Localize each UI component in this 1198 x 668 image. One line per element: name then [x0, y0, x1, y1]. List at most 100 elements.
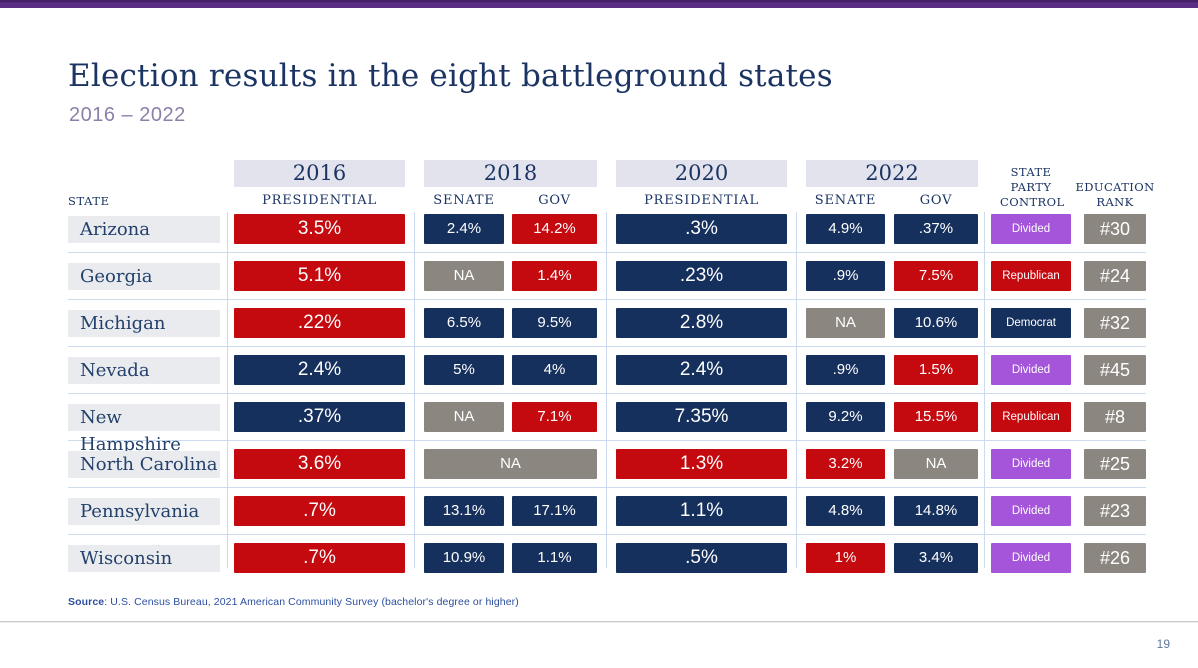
party-control-cell: Republican [991, 261, 1071, 291]
result-cell-2022-gov: .37% [894, 214, 978, 244]
state-label: Arizona [68, 215, 220, 243]
year-band-2020: 2020 [616, 160, 787, 187]
education-rank-cell: #23 [1084, 496, 1146, 526]
result-cell-2018-gov: 9.5% [512, 308, 597, 338]
column-header-education-rank: EDUCATION RANK [1075, 180, 1155, 210]
state-column-header: STATE [68, 193, 110, 208]
grid-line-vertical [796, 212, 797, 568]
table-row: North Carolina 3.6% NA 1.3% 3.2% NA Divided #25 [68, 441, 1146, 488]
result-cell-2018-senate: NA [424, 402, 504, 432]
footer-divider [0, 621, 1198, 623]
grid-line-vertical [984, 212, 985, 568]
result-cell-2018-gov: 4% [512, 355, 597, 385]
result-cell-2016-presidential: 3.5% [234, 214, 405, 244]
accent-top-bar [0, 0, 1198, 8]
column-header-state-party-control: STATE PARTY CONTROL [1000, 165, 1065, 210]
party-control-cell: Divided [991, 496, 1071, 526]
result-cell-2016-presidential: 2.4% [234, 355, 405, 385]
column-header-2022-senate: SENATE [814, 193, 877, 208]
result-cell-2022-gov: NA [894, 449, 978, 479]
state-label: Nevada [68, 356, 220, 384]
grid-line-vertical [227, 212, 228, 568]
table-row: Wisconsin .7% 10.9% 1.1% .5% 1% 3.4% Divided #26 [68, 535, 1146, 581]
state-label: New Hampshire [68, 403, 220, 455]
source-note: Source: U.S. Census Bureau, 2021 America… [68, 596, 519, 608]
result-cell-2020-presidential: 1.3% [616, 449, 787, 479]
education-rank-cell: #32 [1084, 308, 1146, 338]
education-rank-cell: #25 [1084, 449, 1146, 479]
year-band-2018: 2018 [424, 160, 597, 187]
education-rank-cell: #8 [1084, 402, 1146, 432]
result-cell-2018-gov: 17.1% [512, 496, 597, 526]
column-header-2018-gov: GOV [538, 193, 571, 208]
grid-line-vertical [414, 212, 415, 568]
state-label: Michigan [68, 309, 220, 337]
party-control-cell: Divided [991, 543, 1071, 573]
result-cell-2022-gov: 10.6% [894, 308, 978, 338]
result-cell-2022-senate: 1% [806, 543, 885, 573]
result-cell-2020-presidential: 1.1% [616, 496, 787, 526]
page-title: Election results in the eight battlegrou… [68, 58, 833, 94]
result-cell-2018-senate: 10.9% [424, 543, 504, 573]
party-control-cell: Divided [991, 449, 1071, 479]
result-cell-2018-gov: 1.4% [512, 261, 597, 291]
result-cell-2016-presidential: 3.6% [234, 449, 405, 479]
party-control-cell: Democrat [991, 308, 1071, 338]
state-label: Georgia [68, 262, 220, 290]
column-header-2020-presidential: PRESIDENTIAL [644, 193, 759, 208]
result-cell-2018-senate: 6.5% [424, 308, 504, 338]
result-cell-2018-gov: 14.2% [512, 214, 597, 244]
result-cell-2020-presidential: .23% [616, 261, 787, 291]
result-cell-2022-senate: .9% [806, 261, 885, 291]
year-band-2016: 2016 [234, 160, 405, 187]
result-cell-2022-gov: 14.8% [894, 496, 978, 526]
table-row: Pennsylvania .7% 13.1% 17.1% 1.1% 4.8% 14.8% Di… [68, 488, 1146, 535]
result-cell-2022-gov: 15.5% [894, 402, 978, 432]
result-cell-2018-gov: 7.1% [512, 402, 597, 432]
result-cell-2022-gov: 1.5% [894, 355, 978, 385]
education-rank-cell: #30 [1084, 214, 1146, 244]
result-cell-2016-presidential: .37% [234, 402, 405, 432]
result-cell-2016-presidential: .7% [234, 543, 405, 573]
result-cell-2018-gov: 1.1% [512, 543, 597, 573]
table-row: Georgia 5.1% NA 1.4% .23% .9% 7.5% Republican #2… [68, 253, 1146, 300]
source-label: Source [68, 596, 105, 608]
result-cell-2018-senate: NA [424, 261, 504, 291]
result-cell-2022-senate: 9.2% [806, 402, 885, 432]
page-subtitle: 2016 – 2022 [69, 104, 186, 126]
state-label: Wisconsin [68, 544, 220, 572]
result-cell-2020-presidential: 7.35% [616, 402, 787, 432]
party-control-cell: Divided [991, 214, 1071, 244]
table-row: Arizona 3.5% 2.4% 14.2% .3% 4.9% .37% Divided #3… [68, 206, 1146, 253]
column-header-2018-senate: SENATE [433, 193, 495, 208]
result-cell-2022-senate: 3.2% [806, 449, 885, 479]
state-label: Pennsylvania [68, 497, 220, 525]
result-cell-2022-gov: 7.5% [894, 261, 978, 291]
result-cell-2018-senate: 5% [424, 355, 504, 385]
result-cell-2020-presidential: 2.4% [616, 355, 787, 385]
result-cell-2022-senate: NA [806, 308, 885, 338]
result-cell-2022-senate: 4.8% [806, 496, 885, 526]
state-label: North Carolina [68, 450, 220, 478]
education-rank-cell: #24 [1084, 261, 1146, 291]
page-number: 19 [1156, 637, 1170, 651]
result-cell-2018-senate: 13.1% [424, 496, 504, 526]
grid-line-vertical [606, 212, 607, 568]
table-row: Michigan .22% 6.5% 9.5% 2.8% NA 10.6% Democrat #… [68, 300, 1146, 347]
party-control-cell: Divided [991, 355, 1071, 385]
result-cell-2020-presidential: .5% [616, 543, 787, 573]
education-rank-cell: #45 [1084, 355, 1146, 385]
table-header: STATE 2016 2018 2020 2022 PRESIDENTIAL S… [68, 160, 1154, 212]
source-text: : U.S. Census Bureau, 2021 American Comm… [104, 596, 519, 608]
table-body: Arizona 3.5% 2.4% 14.2% .3% 4.9% .37% Divided #3… [68, 206, 1146, 581]
education-rank-cell: #26 [1084, 543, 1146, 573]
result-cell-2022-gov: 3.4% [894, 543, 978, 573]
party-control-cell: Republican [991, 402, 1071, 432]
result-cell-2018-senate: NA [424, 449, 597, 479]
result-cell-2022-senate: 4.9% [806, 214, 885, 244]
table-row: New Hampshire .37% NA 7.1% 7.35% 9.2% 15.5% Rep… [68, 394, 1146, 455]
result-cell-2016-presidential: .7% [234, 496, 405, 526]
result-cell-2016-presidential: .22% [234, 308, 405, 338]
result-cell-2020-presidential: .3% [616, 214, 787, 244]
result-cell-2016-presidential: 5.1% [234, 261, 405, 291]
